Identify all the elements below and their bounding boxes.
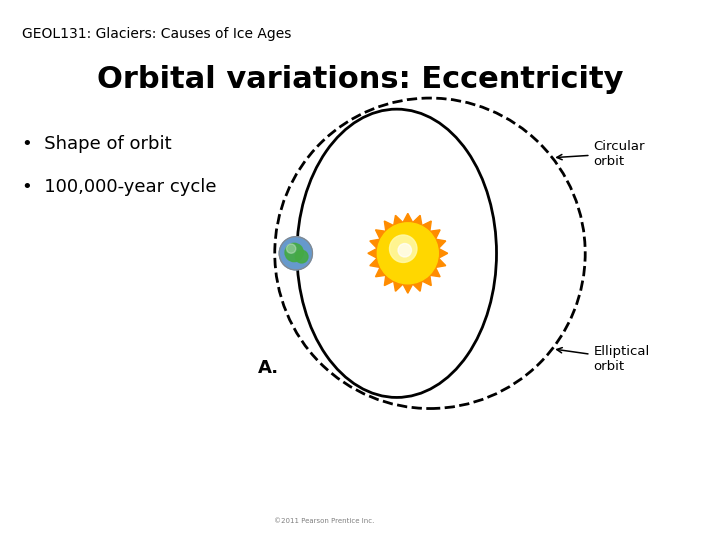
Text: A.: A. bbox=[258, 359, 279, 376]
Text: Orbital variations: Eccentricity: Orbital variations: Eccentricity bbox=[96, 65, 624, 94]
Circle shape bbox=[398, 244, 411, 257]
Circle shape bbox=[295, 251, 308, 263]
Circle shape bbox=[279, 237, 312, 270]
Text: •  100,000-year cycle: • 100,000-year cycle bbox=[22, 178, 216, 196]
Circle shape bbox=[377, 223, 438, 284]
Polygon shape bbox=[368, 213, 448, 293]
Circle shape bbox=[287, 244, 296, 253]
Text: Circular
orbit: Circular orbit bbox=[557, 139, 645, 167]
Text: ©2011 Pearson Prentice Inc.: ©2011 Pearson Prentice Inc. bbox=[274, 518, 374, 524]
Circle shape bbox=[390, 235, 417, 262]
Text: Elliptical
orbit: Elliptical orbit bbox=[557, 345, 649, 373]
Text: •  Shape of orbit: • Shape of orbit bbox=[22, 135, 171, 153]
Text: GEOL131: Glaciers: Causes of Ice Ages: GEOL131: Glaciers: Causes of Ice Ages bbox=[22, 27, 291, 41]
Circle shape bbox=[285, 244, 303, 261]
